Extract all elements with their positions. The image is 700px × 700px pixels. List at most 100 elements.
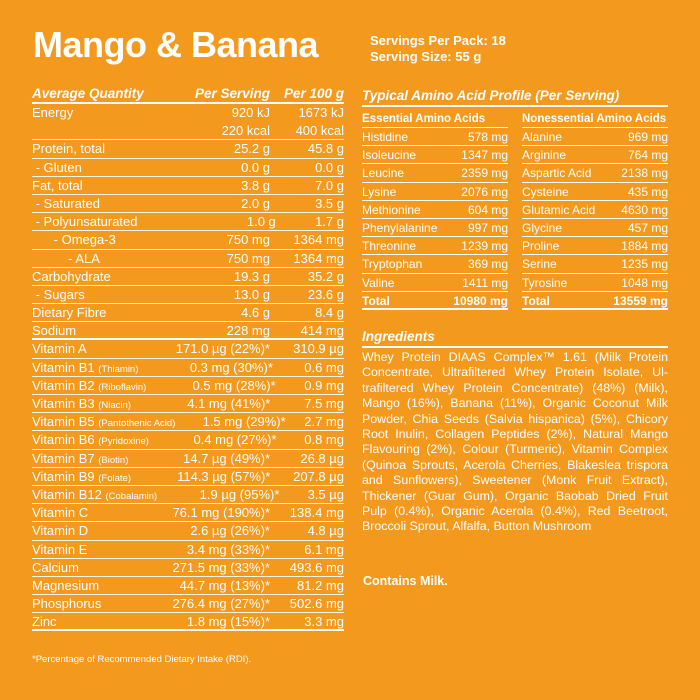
per-100g-value: 35.2 g [307, 268, 344, 284]
nutrient-label: Vitamin B7 (Biotin) [32, 450, 130, 467]
nutrient-label: - Gluten [32, 159, 120, 176]
nutrient-name: Fat, total [32, 177, 83, 193]
per-serving-value: 0.4 mg (27%)* [193, 432, 277, 448]
per-serving-value: 4.1 mg (41%)* [187, 396, 271, 412]
per-100g-value: 45.8 g [307, 141, 344, 157]
per-serving-kj: 920 kJ [231, 105, 270, 120]
nutrition-row: Vitamin C 76.1 mg (190%)* 138.4 mg [32, 504, 344, 523]
nutrient-name: Protein, total [32, 141, 105, 157]
nutrient-name: Sodium [32, 323, 77, 339]
per-serving-value: 114.3 µg (57%)* [177, 468, 271, 484]
per-serving-value: 76.1 mg (190%)* [172, 505, 270, 521]
per-serving-value: 1.9 µg (95%)* [199, 486, 280, 502]
amino-row: Proline 1884 mg [522, 237, 668, 256]
nutrient-subname: (Niacin) [98, 400, 131, 412]
per-serving-kcal: 220 kcal [221, 123, 270, 138]
nutrient-label: Fat, total [32, 177, 120, 194]
per-100g-value: 2.7 mg [304, 414, 344, 430]
nutrient-name: Energy [32, 105, 74, 120]
amino-amount: 997 mg [467, 220, 508, 235]
amino-acid-profile: Typical Amino Acid Profile (Per Serving)… [362, 88, 668, 310]
amino-name: Total [362, 293, 390, 308]
amino-name: Lysine [362, 184, 397, 199]
nutrition-row: Energy 920 kJ 220 kcal 1673 kJ 400 kcal [32, 104, 344, 141]
per-serving-value: 0.5 mg (28%)* [192, 377, 276, 393]
per-100g-value: 1364 mg [293, 232, 344, 248]
nutrient-name: Vitamin B9 [32, 468, 95, 484]
nutrition-row: Phosphorus 276.4 mg (27%)* 502.6 mg [32, 595, 344, 614]
per-serving-value: 171.0 µg (22%)* [175, 341, 270, 357]
per-100g-value: 81.2 mg [297, 577, 344, 593]
per-100g-value: 7.5 mg [304, 396, 344, 412]
per-100g-value: 0.9 mg [304, 377, 344, 393]
nutrient-label: Zinc [32, 613, 120, 629]
per-serving-value: 1.8 mg (15%)* [186, 614, 270, 630]
nutrient-name: Vitamin B5 [32, 414, 95, 430]
per-serving-value: 750 mg [226, 232, 270, 248]
nutrition-row: - Sugars 13.0 g 23.6 g [32, 286, 344, 305]
amino-name: Serine [522, 257, 557, 272]
amino-name: Arginine [522, 148, 567, 163]
amino-row: Arginine 764 mg [522, 146, 668, 165]
header-per-100g: Per 100 g [283, 86, 344, 101]
nutrient-name: Vitamin B12 [32, 486, 102, 502]
nutrient-label: Vitamin B9 (Folate) [32, 468, 131, 485]
nutrition-row: Zinc 1.8 mg (15%)* 3.3 mg [32, 613, 344, 632]
nutrient-label: - Polyunsaturated [32, 213, 138, 230]
amino-amount: 1347 mg [461, 148, 508, 163]
per-serving-value: 276.4 mg (27%)* [172, 596, 270, 612]
amino-name: Histidine [362, 130, 409, 144]
nutrient-subname: (Riboflavin) [98, 381, 147, 393]
per-serving-value: 13.0 g [233, 286, 270, 302]
amino-amount: 1884 mg [621, 239, 668, 254]
nutrient-label: Vitamin B12 (Cobalamin) [32, 486, 157, 503]
amino-row: Lysine 2076 mg [362, 183, 508, 201]
per-100g-value: 7.0 g [315, 177, 344, 193]
nutrition-row: Vitamin B3 (Niacin) 4.1 mg (41%)* 7.5 mg [32, 395, 344, 414]
amino-row: Isoleucine 1347 mg [362, 146, 508, 165]
amino-name: Aspartic Acid [522, 166, 592, 181]
per-100g-value: 1364 mg [293, 250, 344, 266]
amino-amount: 457 mg [627, 220, 668, 235]
per-100g-kj: 1673 kJ [298, 105, 344, 120]
amino-name: Valine [362, 275, 395, 290]
nutrient-name: Vitamin D [32, 523, 89, 539]
product-title: Mango & Banana [33, 24, 319, 65]
per-serving-value: 44.7 mg (13%)* [179, 577, 270, 593]
per-serving-value: 4.6 g [241, 305, 270, 321]
per-100g-value: 26.8 µg [300, 450, 344, 466]
nutrient-label: Energy [32, 104, 120, 139]
amino-amount: 2076 mg [461, 184, 508, 199]
amino-amount: 1235 mg [621, 257, 668, 272]
nutrient-subname: (Pyridoxine) [98, 436, 149, 448]
nutrient-name: Vitamin B1 [32, 359, 95, 375]
nutrient-label: Vitamin B5 (Pantothenic Acid) [32, 413, 175, 430]
amino-amount: 1411 mg [462, 275, 508, 290]
amino-row: Aspartic Acid 2138 mg [522, 164, 668, 183]
nutrition-row: Calcium 271.5 mg (33%)* 493.6 mg [32, 559, 344, 577]
nutrient-label: - Omega-3 [32, 231, 120, 248]
nutrient-label: - ALA [32, 250, 120, 267]
nutrition-row: - ALA 750 mg 1364 mg [32, 250, 344, 268]
per-serving-value: 3.4 mg (33%)* [186, 541, 270, 557]
nutrition-row: Vitamin B2 (Riboflavin) 0.5 mg (28%)* 0.9 … [32, 377, 344, 396]
nutrient-name: - Omega-3 [32, 232, 116, 248]
nutrition-row: Magnesium 44.7 mg (13%)* 81.2 mg [32, 577, 344, 596]
nutrient-label: Vitamin C [32, 504, 120, 521]
nutrient-name: - Gluten [32, 159, 82, 175]
per-100g-value: 4.8 µg [307, 523, 344, 539]
nutrient-name: Vitamin B7 [32, 450, 95, 466]
per-serving-value: 0.3 mg (30%)* [189, 359, 273, 375]
per-serving-value: 2.0 g [241, 195, 270, 211]
amino-row: Tyrosine 1048 mg [522, 274, 668, 292]
nutrient-label: Magnesium [32, 577, 120, 594]
amino-name: Proline [522, 239, 560, 254]
per-serving-value: 19.3 g [233, 268, 270, 284]
amino-row: Methionine 604 mg [362, 201, 508, 219]
nutrient-name: Calcium [32, 559, 79, 575]
nutrient-subname: (Biotin) [98, 454, 129, 466]
amino-amount: 2359 mg [461, 166, 508, 181]
per-100g-value: 3.5 µg [307, 486, 344, 502]
per-serving-value: 271.5 mg (33%)* [172, 559, 270, 575]
per-serving-value: 1.5 mg (29%)* [202, 414, 286, 430]
